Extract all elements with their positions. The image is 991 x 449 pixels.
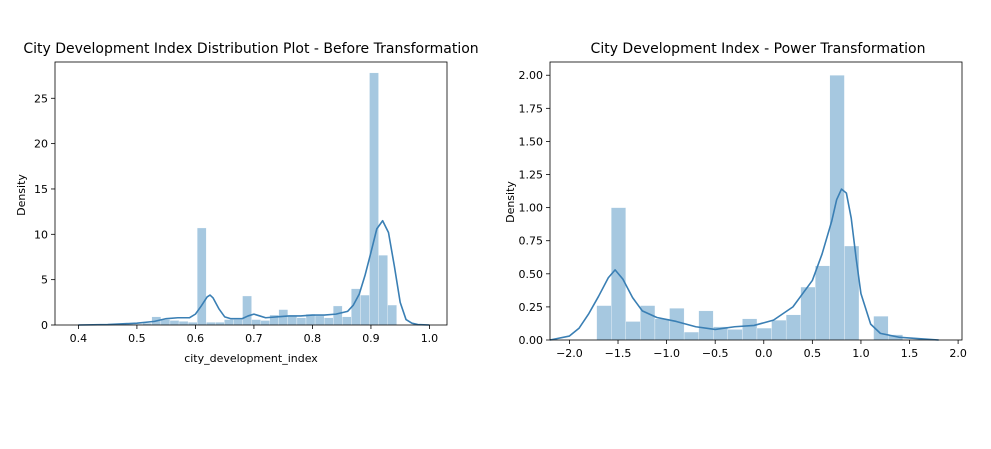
histogram-bar	[387, 304, 397, 326]
x-axis-label: city_development_index	[184, 352, 318, 365]
chart-power-transformation: City Development Index - Power Transform…	[504, 41, 967, 360]
chart-title: City Development Index - Power Transform…	[591, 41, 926, 57]
histogram-bar	[342, 316, 352, 326]
y-ticks: 0 5 10 15 20 25	[34, 92, 55, 332]
histogram-bar	[233, 319, 243, 326]
y-tick-label: 15	[34, 183, 48, 196]
y-tick-label: 0.50	[519, 268, 544, 281]
x-tick-label: 2.0	[949, 347, 967, 360]
histogram-bar	[378, 255, 388, 326]
x-tick-label: 0.5	[804, 347, 822, 360]
y-tick-label: 20	[34, 138, 48, 151]
x-tick-label: 0.7	[245, 332, 263, 345]
x-tick-label: 0.6	[187, 332, 205, 345]
histogram-bar	[314, 315, 325, 326]
y-axis-label: Density	[504, 181, 517, 223]
histogram-bar	[785, 314, 801, 341]
histogram-bar	[829, 75, 845, 341]
x-tick-label: −1.5	[605, 347, 632, 360]
histogram-bar	[756, 327, 772, 341]
histogram-bar	[596, 305, 612, 341]
y-tick-label: 25	[34, 92, 48, 105]
histogram-bar	[800, 286, 816, 341]
y-tick-label: 1.50	[519, 135, 544, 148]
chart-before-transformation: City Development Index Distribution Plot…	[15, 41, 479, 365]
y-tick-label: 1.75	[519, 102, 544, 115]
x-tick-label: 1.0	[852, 347, 870, 360]
x-tick-label: 0.9	[362, 332, 380, 345]
histogram-bar	[242, 295, 252, 326]
y-tick-label: 1.00	[519, 202, 544, 215]
histogram-bar	[625, 321, 641, 341]
x-tick-label: 1.5	[901, 347, 919, 360]
x-tick-label: −1.0	[653, 347, 680, 360]
y-tick-label: 10	[34, 228, 48, 241]
x-ticks: −2.0 −1.5 −1.0 −0.5 0.0 0.5 1.0 1.5 2.0	[556, 340, 967, 360]
x-tick-label: 0.4	[70, 332, 88, 345]
y-tick-label: 0.75	[519, 235, 544, 248]
histogram-bar	[771, 319, 787, 341]
y-axis-label: Density	[15, 174, 28, 216]
histogram-bar	[698, 310, 714, 341]
y-ticks: 0.00 0.25 0.50 0.75 1.00 1.25 1.50 1.75 2.00	[519, 69, 550, 347]
histogram-bar	[287, 315, 298, 326]
plot-frame	[54, 61, 448, 326]
histogram-bar	[669, 308, 685, 341]
x-tick-label: −0.5	[702, 347, 729, 360]
histogram-bar	[727, 329, 743, 341]
histogram-bar	[323, 317, 334, 326]
y-tick-label: 1.25	[519, 169, 544, 182]
histogram-bar	[369, 72, 379, 326]
y-tick-label: 0.00	[519, 334, 544, 347]
y-tick-label: 0	[41, 319, 48, 332]
x-tick-label: 1.0	[421, 332, 439, 345]
histogram-bar	[815, 265, 831, 341]
histogram-bar	[360, 294, 370, 326]
histogram-bars	[596, 75, 903, 341]
histogram-bars	[106, 72, 397, 326]
histogram-bar	[251, 319, 261, 326]
y-tick-label: 2.00	[519, 69, 544, 82]
y-tick-label: 5	[41, 274, 48, 287]
histogram-bar	[296, 317, 307, 326]
plot-frame	[549, 61, 963, 341]
kde-line	[78, 219, 430, 326]
x-ticks: 0.4 0.5 0.6 0.7 0.8 0.9 1.0	[70, 325, 439, 345]
histogram-bar	[333, 305, 343, 326]
histogram-bar	[224, 319, 234, 326]
histogram-bar	[683, 331, 699, 341]
histogram-bar	[178, 321, 189, 326]
kde-line	[549, 188, 939, 341]
x-tick-label: 0.5	[128, 332, 146, 345]
histogram-bar	[187, 322, 198, 326]
y-tick-label: 0.25	[519, 301, 544, 314]
x-tick-label: −2.0	[556, 347, 583, 360]
histogram-bar	[260, 320, 270, 326]
histogram-bar	[169, 320, 180, 326]
histogram-bar	[215, 322, 225, 326]
x-tick-label: 0.0	[755, 347, 773, 360]
histogram-bar	[742, 318, 758, 341]
chart-title: City Development Index Distribution Plot…	[23, 41, 478, 57]
histogram-bar	[654, 318, 670, 341]
histogram-bar	[206, 322, 216, 326]
x-tick-label: 0.8	[304, 332, 322, 345]
